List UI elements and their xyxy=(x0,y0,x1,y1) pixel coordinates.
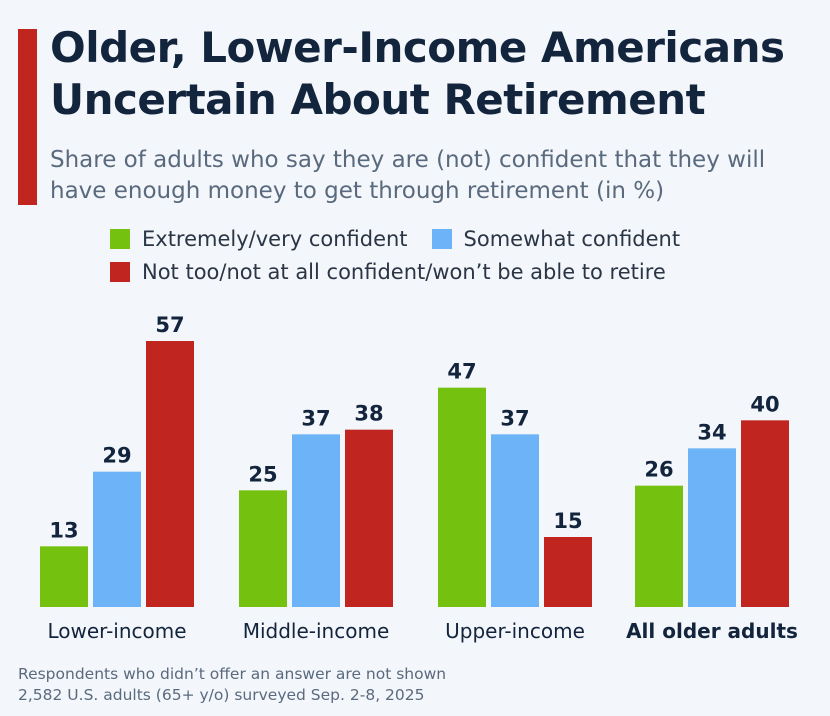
data-label: 37 xyxy=(301,406,330,430)
chart-notes: Respondents who didn’t offer an answer a… xyxy=(18,664,446,706)
bar xyxy=(688,448,736,607)
title-accent-bar xyxy=(18,29,37,205)
legend-item-somewhat-confident: Somewhat confident xyxy=(431,227,681,251)
data-label: 47 xyxy=(447,360,476,384)
legend-row-1: Extremely/very confident Somewhat confid… xyxy=(110,227,704,251)
data-label: 38 xyxy=(354,402,383,426)
bar xyxy=(635,485,683,607)
data-label: 25 xyxy=(248,462,277,486)
legend-label: Not too/not at all confident/won’t be ab… xyxy=(142,260,666,284)
category-label: All older adults xyxy=(626,619,798,643)
bar xyxy=(93,471,141,607)
legend-label: Somewhat confident xyxy=(463,227,681,251)
bar xyxy=(741,420,789,607)
data-label: 26 xyxy=(644,458,673,482)
data-label: 37 xyxy=(500,406,529,430)
category-label: Upper-income xyxy=(445,619,585,643)
note-line: Respondents who didn’t offer an answer a… xyxy=(18,665,447,683)
bar xyxy=(491,434,539,607)
data-label: 57 xyxy=(155,313,184,337)
bar xyxy=(345,429,393,607)
category-label: Lower-income xyxy=(47,619,186,643)
bar xyxy=(40,546,88,607)
legend-row-2: Not too/not at all confident/won’t be ab… xyxy=(110,260,690,284)
category-label: Middle-income xyxy=(243,619,390,643)
bar xyxy=(544,537,592,607)
legend-swatch xyxy=(110,262,130,282)
legend-item-extremely-confident: Extremely/very confident xyxy=(110,227,408,251)
legend-swatch xyxy=(110,229,130,249)
legend-swatch xyxy=(431,229,452,249)
chart-title-line-2: Uncertain About Retirement xyxy=(50,75,706,124)
chart-subtitle: Share of adults who say they are (not) c… xyxy=(50,147,766,204)
bar xyxy=(292,434,340,607)
note-line: 2,582 U.S. adults (65+ y/o) surveyed Sep… xyxy=(18,686,425,704)
chart-title-line-1: Older, Lower-Income Americans xyxy=(50,23,785,72)
data-label: 34 xyxy=(697,420,726,444)
legend-item-not-confident: Not too/not at all confident/won’t be ab… xyxy=(110,260,666,284)
chart-title: Older, Lower-Income Americans Uncertain … xyxy=(50,22,785,126)
legend-label: Extremely/very confident xyxy=(142,227,408,251)
bar xyxy=(146,341,194,607)
data-label: 40 xyxy=(750,392,779,416)
bar xyxy=(438,387,486,607)
bar xyxy=(239,490,287,607)
data-label: 15 xyxy=(553,509,582,533)
data-label: 29 xyxy=(102,444,131,468)
data-label: 13 xyxy=(49,518,78,542)
